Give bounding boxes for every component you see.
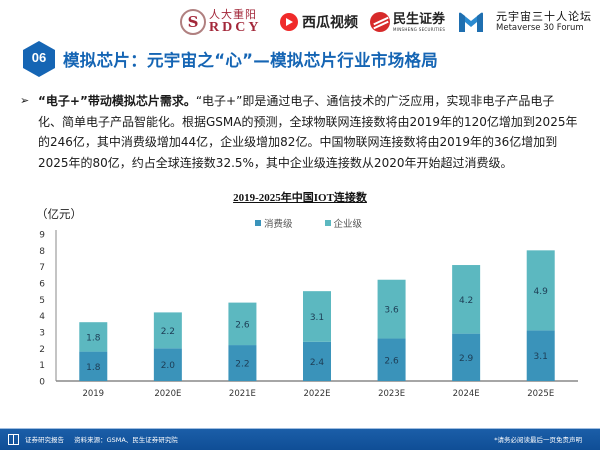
x-tick-label: 2025E bbox=[527, 389, 554, 399]
bar-consumer bbox=[228, 345, 257, 381]
page-title: 模拟芯片：元宇宙之“心”—模拟芯片行业市场格局 bbox=[63, 51, 439, 70]
minsheng-logo: 民生证券 MINSHENG SECURITIES bbox=[370, 6, 445, 38]
bar-enterprise bbox=[228, 302, 257, 346]
bar-consumer bbox=[79, 351, 108, 381]
legend-item-enterprise: 企业级 bbox=[324, 216, 363, 230]
bar-enterprise bbox=[526, 250, 555, 331]
y-tick-label: 0 bbox=[39, 378, 45, 388]
legend-label-consumer: 消费级 bbox=[264, 219, 293, 230]
y-axis-label: （亿元） bbox=[36, 207, 82, 221]
bar-data-label: 2.9 bbox=[459, 354, 474, 364]
bullet-paragraph: ➢ “电子+”带动模拟芯片需求。“电子+”即是通过电子、通信技术的广泛应用，实现非… bbox=[20, 91, 578, 173]
x-tick-label: 2023E bbox=[378, 389, 405, 399]
xigua-play-icon bbox=[280, 13, 298, 31]
chart-title: 2019-2025年中国IOT连接数 bbox=[233, 192, 367, 204]
hexagon-icon bbox=[23, 41, 55, 77]
bar-data-label: 2.2 bbox=[161, 327, 175, 337]
bar-enterprise bbox=[79, 322, 108, 352]
footer-disclaimer: *请务必阅读最后一页免责声明 bbox=[494, 436, 582, 444]
metaverse-logo: 元宇宙三十人论坛 Metaverse 30 Forum bbox=[458, 6, 592, 38]
legend-swatch-enterprise bbox=[324, 220, 331, 226]
bar-enterprise bbox=[303, 291, 331, 342]
metaverse-m-icon bbox=[458, 11, 484, 33]
bar-consumer bbox=[303, 341, 331, 381]
metaverse-logo-cn: 元宇宙三十人论坛 bbox=[496, 10, 592, 24]
x-tick-label: 2024E bbox=[453, 389, 480, 399]
y-tick-label: 5 bbox=[39, 296, 45, 306]
header-logos: 人大重阳 RDCY 西瓜视频 民生证券 MINSHENG SECURITIES … bbox=[180, 6, 600, 38]
bar-consumer bbox=[153, 348, 182, 381]
bar-data-label: 2.6 bbox=[235, 320, 250, 330]
bar-data-label: 2.2 bbox=[235, 360, 249, 370]
bar-data-label: 3.6 bbox=[384, 306, 399, 316]
y-tick-label: 4 bbox=[39, 312, 45, 322]
section-number: 06 bbox=[31, 50, 47, 65]
x-tick-label: 2021E bbox=[229, 389, 256, 399]
rdcy-seal-icon bbox=[180, 9, 206, 35]
xigua-logo: 西瓜视频 bbox=[280, 6, 358, 38]
bar-data-label: 2.6 bbox=[384, 356, 399, 366]
bar-consumer bbox=[377, 338, 406, 381]
x-tick-label: 2022E bbox=[303, 389, 330, 399]
bar-data-label: 4.9 bbox=[534, 287, 549, 297]
bar-enterprise bbox=[452, 265, 481, 334]
xigua-logo-text: 西瓜视频 bbox=[302, 15, 358, 31]
book-icon bbox=[8, 434, 19, 445]
bar-data-label: 3.1 bbox=[534, 352, 548, 362]
y-tick-label: 2 bbox=[39, 345, 45, 355]
bar-data-label: 2.0 bbox=[161, 361, 176, 371]
bar-data-label: 3.1 bbox=[310, 313, 324, 323]
bar-data-label: 1.8 bbox=[86, 363, 101, 373]
bullet-arrow-icon: ➢ bbox=[20, 94, 30, 107]
bullet-text: “电子+”即是通过电子、通信技术的广泛应用，实现非电子产品电子化、简单电子产品智… bbox=[38, 94, 578, 170]
minsheng-logo-en: MINSHENG SECURITIES bbox=[393, 26, 446, 32]
bar-consumer bbox=[526, 330, 555, 381]
x-tick-label: 2019 bbox=[82, 389, 104, 399]
bullet-lead: “电子+”带动模拟芯片需求。 bbox=[38, 94, 196, 108]
footer-report-type: 证券研究报告 bbox=[25, 436, 64, 444]
chart-legend: 消费级 企业级 bbox=[255, 216, 362, 230]
rdcy-logo-en: RDCY bbox=[209, 20, 262, 35]
rdcy-logo-cn: 人大重阳 bbox=[209, 8, 257, 21]
y-tick-label: 8 bbox=[39, 247, 45, 257]
y-tick-label: 1 bbox=[39, 361, 45, 371]
legend-item-consumer: 消费级 bbox=[255, 216, 293, 230]
metaverse-logo-en: Metaverse 30 Forum bbox=[496, 23, 584, 34]
footer-bar: 证券研究报告 资料来源：GSMA、民生证券研究院 *请务必阅读最后一页免责声明 bbox=[0, 428, 600, 450]
x-tick-label: 2020E bbox=[154, 389, 181, 399]
rdcy-logo: 人大重阳 RDCY bbox=[180, 6, 261, 38]
bar-data-label: 4.2 bbox=[459, 296, 473, 306]
bar-data-label: 1.8 bbox=[86, 333, 101, 343]
y-tick-label: 7 bbox=[39, 263, 45, 273]
y-tick-label: 3 bbox=[39, 329, 45, 339]
y-tick-label: 6 bbox=[39, 280, 45, 290]
bar-enterprise bbox=[153, 312, 182, 349]
bar-enterprise bbox=[377, 279, 406, 339]
bar-consumer bbox=[452, 333, 481, 381]
legend-label-enterprise: 企业级 bbox=[333, 219, 363, 230]
y-tick-label: 9 bbox=[39, 231, 45, 241]
legend-swatch-consumer bbox=[255, 220, 261, 226]
footer-source: 资料来源：GSMA、民生证券研究院 bbox=[74, 436, 178, 444]
bar-data-label: 2.4 bbox=[310, 358, 325, 368]
section-badge: 06 bbox=[22, 40, 56, 78]
minsheng-logo-cn: 民生证券 bbox=[393, 11, 446, 27]
minsheng-emblem-icon bbox=[370, 12, 390, 32]
